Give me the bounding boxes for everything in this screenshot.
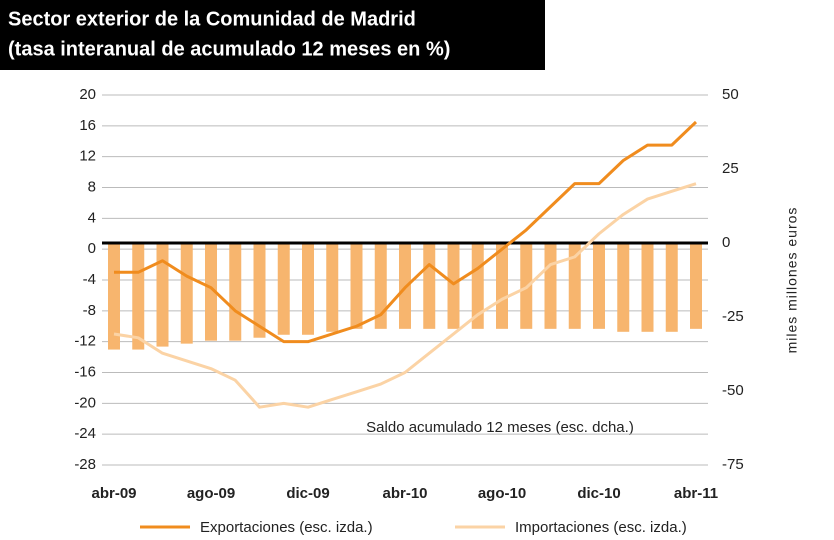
chart-title: Sector exterior de la Comunidad de Madri…	[8, 8, 416, 30]
y-tick-label: -4	[83, 271, 96, 288]
bar	[496, 243, 508, 329]
y2-tick-label: -75	[722, 456, 744, 473]
y-tick-label: 0	[88, 240, 96, 257]
y-tick-label: 20	[79, 86, 96, 103]
line	[113, 182, 697, 409]
title-band	[0, 0, 545, 70]
x-tick-label: ago-09	[187, 485, 235, 502]
x-tick-label: dic-09	[286, 485, 329, 502]
bar	[544, 243, 557, 329]
y-tick-label: -28	[74, 456, 96, 473]
bar	[374, 243, 387, 329]
x-tick-label: abr-09	[91, 485, 136, 502]
bar	[617, 243, 630, 332]
y2-tick-label: 50	[722, 86, 739, 103]
bar	[593, 243, 605, 329]
bar	[447, 243, 460, 329]
bar	[229, 243, 242, 341]
y-tick-label: 8	[88, 178, 96, 195]
y-tick-label: 12	[79, 148, 96, 165]
bar	[326, 243, 339, 332]
x-tick-label: dic-10	[577, 485, 620, 502]
y-tick-label: -12	[74, 333, 96, 350]
bar	[423, 243, 436, 329]
chart-subtitle: (tasa interanual de acumulado 12 meses e…	[8, 38, 450, 60]
y-tick-label: 4	[88, 209, 96, 226]
annotation: Saldo acumulado 12 meses (esc. dcha.)	[366, 419, 634, 436]
x-tick-label: abr-10	[382, 485, 427, 502]
x-tick-label: ago-10	[478, 485, 526, 502]
bar	[108, 243, 120, 350]
y-tick-label: -20	[74, 394, 96, 411]
bar	[568, 243, 581, 329]
bar	[665, 243, 678, 332]
bar	[641, 243, 654, 332]
bar	[156, 243, 169, 347]
bar	[690, 243, 702, 329]
y2-axis-title: miles millones euros	[784, 207, 800, 354]
bar	[302, 243, 314, 335]
line	[114, 120, 698, 344]
y2-tick-label: -50	[722, 382, 744, 399]
y2-tick-label: -25	[722, 308, 744, 325]
legend-label: Importaciones (esc. izda.)	[515, 519, 687, 536]
x-tick-label: abr-11	[674, 485, 718, 502]
bar	[205, 243, 217, 341]
bar	[350, 243, 363, 329]
y2-tick-label: 25	[722, 160, 739, 177]
y-tick-label: -8	[83, 302, 96, 319]
bar	[180, 243, 193, 344]
legend-label: Exportaciones (esc. izda.)	[200, 519, 373, 536]
y2-tick-label: 0	[722, 234, 730, 251]
bar	[132, 243, 145, 350]
bar	[253, 243, 266, 338]
y-tick-label: 16	[79, 117, 96, 134]
bar	[277, 243, 290, 335]
y-tick-label: -24	[74, 425, 96, 442]
y-tick-label: -16	[74, 363, 96, 380]
